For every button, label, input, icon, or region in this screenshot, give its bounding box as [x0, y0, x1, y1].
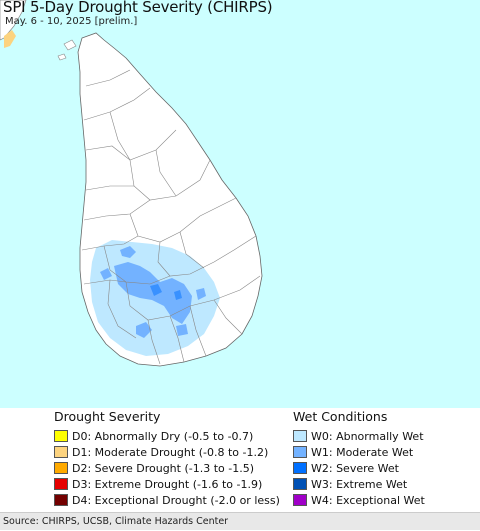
legend-drought-item: D2: Severe Drought (-1.3 to -1.5) [54, 460, 284, 476]
legend-wet-item: W4: Exceptional Wet [293, 492, 480, 508]
wet-anomaly-layer [90, 240, 220, 356]
legend-drought-label: D1: Moderate Drought (-0.8 to -1.2) [72, 445, 269, 459]
legend-drought-item: D0: Abnormally Dry (-0.5 to -0.7) [54, 428, 284, 444]
legend-drought-swatch [54, 478, 68, 490]
legend-drought-swatch [54, 494, 68, 506]
legend-wet-swatch [293, 462, 307, 474]
map-panel: SPI 5-Day Drought Severity (CHIRPS) May.… [0, 0, 480, 408]
legend-wet-item: W3: Extreme Wet [293, 476, 480, 492]
legend-drought: Drought Severity D0: Abnormally Dry (-0.… [54, 408, 284, 508]
legend-drought-swatch [54, 462, 68, 474]
legend-wet-item: W2: Severe Wet [293, 460, 480, 476]
legend-wet-label: W0: Abnormally Wet [311, 429, 424, 443]
legend-wet-swatch [293, 478, 307, 490]
source-footer: Source: CHIRPS, UCSB, Climate Hazards Ce… [0, 512, 480, 530]
w1-area [176, 324, 188, 336]
legend-wet-heading: Wet Conditions [293, 409, 388, 424]
legend-wet-label: W1: Moderate Wet [311, 445, 414, 459]
legend-wet-swatch [293, 430, 307, 442]
w2-area [150, 284, 162, 296]
legend-wet-label: W2: Severe Wet [311, 461, 399, 475]
legend-drought-item: D1: Moderate Drought (-0.8 to -1.2) [54, 444, 284, 460]
legend-drought-label: D4: Exceptional Drought (-2.0 or less) [72, 493, 280, 507]
w2-area [174, 290, 182, 300]
map-svg [0, 0, 480, 408]
legend-drought-label: D3: Extreme Drought (-1.6 to -1.9) [72, 477, 263, 491]
legend-wet-item: W1: Moderate Wet [293, 444, 480, 460]
legend-drought-label: D2: Severe Drought (-1.3 to -1.5) [72, 461, 255, 475]
district-boundaries [81, 69, 261, 365]
legend-wet-label: W3: Extreme Wet [311, 477, 408, 491]
w1-area [136, 322, 152, 338]
india-coast [0, 0, 27, 41]
legend-wet: Wet Conditions W0: Abnormally Wet W1: Mod… [293, 408, 480, 508]
island [57, 53, 67, 61]
legend-drought-item: D4: Exceptional Drought (-2.0 or less) [54, 492, 284, 508]
legend-wet-item: W0: Abnormally Wet [293, 428, 480, 444]
w1-area [100, 268, 112, 280]
legend-drought-swatch [54, 430, 68, 442]
dry-patch-india [4, 30, 16, 48]
map-title: SPI 5-Day Drought Severity (CHIRPS) [3, 0, 273, 16]
w1-area [120, 246, 136, 258]
map-subtitle: May. 6 - 10, 2025 [prelim.] [5, 16, 138, 27]
legend-drought-item: D3: Extreme Drought (-1.6 to -1.9) [54, 476, 284, 492]
w1-area [196, 288, 206, 300]
legend-wet-swatch [293, 494, 307, 506]
legend-wet-label: W4: Exceptional Wet [311, 493, 425, 507]
legend-drought-heading: Drought Severity [54, 409, 161, 424]
legend-wet-swatch [293, 446, 307, 458]
legend-drought-swatch [54, 446, 68, 458]
legend-drought-label: D0: Abnormally Dry (-0.5 to -0.7) [72, 429, 254, 443]
island [63, 39, 77, 51]
